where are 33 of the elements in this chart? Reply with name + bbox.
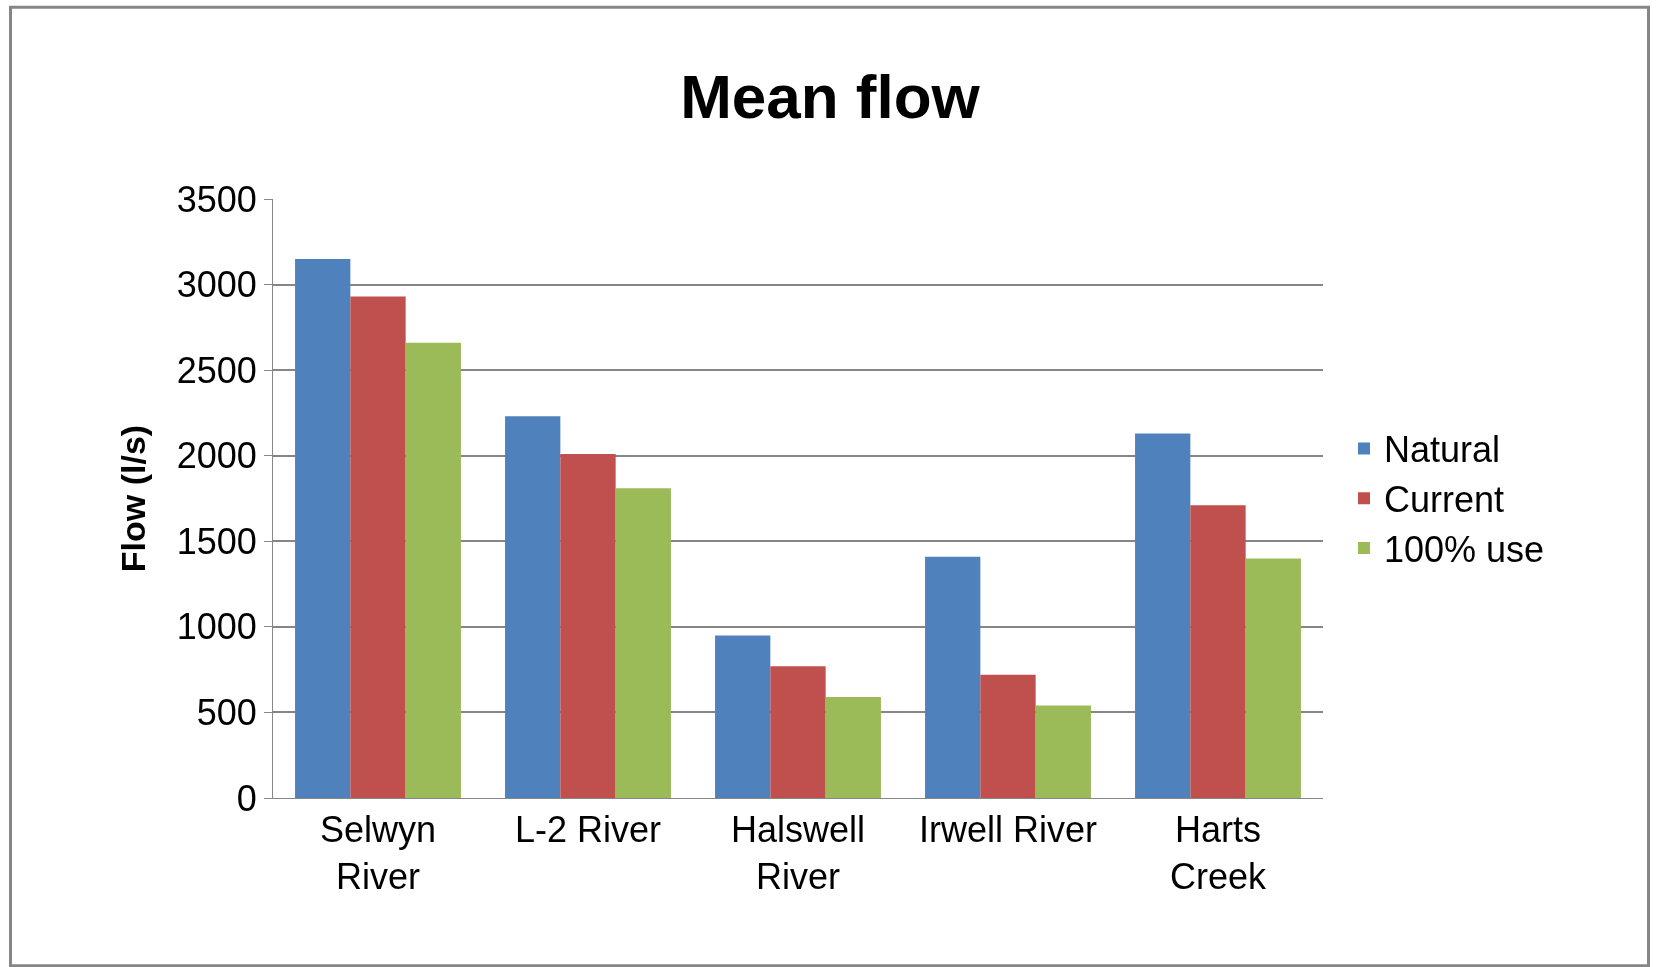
y-tick-label: 2500 (176, 349, 257, 391)
y-axis-title: Flow (l/s) (114, 424, 153, 573)
y-tick-label: 1000 (176, 606, 257, 648)
y-tick-label: 0 (236, 777, 257, 819)
y-tick-label: 3500 (176, 178, 257, 220)
x-tick-label: L-2 River (514, 809, 662, 851)
bar (925, 556, 981, 798)
x-tick-label: Selwyn River (319, 809, 437, 897)
bar (615, 488, 671, 798)
bar (405, 342, 461, 798)
bar (295, 258, 351, 798)
x-tick-label: Harts Creek (1169, 809, 1268, 897)
bar (1135, 433, 1191, 798)
y-tick-label: 2000 (176, 435, 257, 477)
bar (560, 454, 616, 798)
legend-label: 100% use (1384, 529, 1545, 571)
bar (1035, 705, 1091, 798)
chart-title: Mean flow (680, 62, 981, 132)
legend-label: Current (1384, 479, 1505, 521)
y-tick-label: 1500 (176, 520, 257, 562)
x-tick-label: Halswell River (730, 809, 866, 897)
bar (770, 666, 826, 798)
legend-label: Natural (1384, 429, 1501, 471)
x-tick-label: Irwell River (918, 809, 1098, 851)
bar (1190, 505, 1246, 798)
bar (350, 296, 406, 798)
bar (715, 635, 771, 798)
y-tick-label: 500 (196, 692, 257, 734)
bar (980, 674, 1036, 798)
bar (1245, 558, 1301, 798)
bar (505, 416, 561, 798)
y-tick-label: 3000 (176, 264, 257, 306)
bar (825, 697, 881, 798)
